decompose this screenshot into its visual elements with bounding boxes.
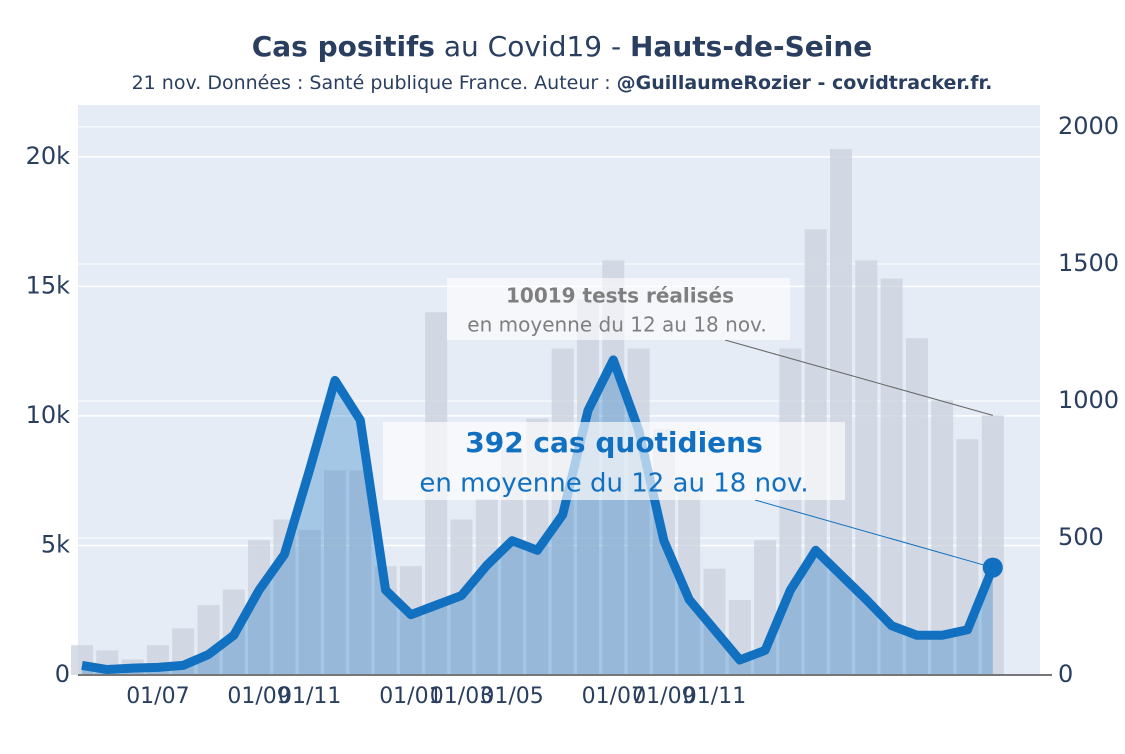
title-part: Cas positifs [252,30,435,63]
annotation-title: 392 cas quotidiens [465,426,763,459]
test-bar [703,568,726,675]
x-tick-label: 01/09 [227,684,290,709]
y-tick-label: 0 [55,660,70,688]
chart-subtitle: 21 nov. Données : Santé publique France.… [132,72,993,94]
test-bar [905,338,928,675]
test-bar [399,566,422,675]
chart-title: Cas positifs au Covid19 - Hauts-de-Seine [252,30,873,63]
test-bar [324,470,346,675]
test-bar [349,470,372,675]
x-tick-label: 01/07 [582,684,645,709]
annotation-arrow [724,339,993,416]
title-part: au Covid19 - [435,30,630,63]
y2-tick-label: 2000 [1058,112,1119,140]
test-bar [855,260,878,675]
cases-area [82,359,993,675]
test-bar [880,278,903,675]
annotation-box [447,278,790,340]
test-bar [475,498,498,675]
y2-tick-label: 0 [1058,660,1073,688]
test-bar [830,149,852,675]
subtitle-part: 21 nov. Données : Santé publique France.… [132,72,617,94]
test-bar [678,480,701,675]
subtitle-part: @GuillaumeRozier - covidtracker.fr. [617,72,993,94]
annotation-text: en moyenne du 12 au 18 nov. [419,469,808,499]
annotation-title: 10019 tests réalisés [506,284,734,308]
annotation-box [383,422,845,500]
y2-tick-label: 1000 [1058,386,1119,414]
x-tick-label: 01/05 [480,684,543,709]
x-tick-label: 01/11 [683,684,746,709]
y-tick-label: 15k [26,271,71,299]
x-tick-label: 01/01 [379,684,442,709]
title-part: Hauts-de-Seine [630,30,872,63]
annotation-arrow [754,499,993,569]
x-tick-label: 01/07 [126,684,189,709]
cases-line [81,355,997,675]
y2-tick-label: 500 [1058,523,1104,551]
x-tick-label: 01/11 [278,684,341,709]
y2-tick-label: 1500 [1058,249,1119,277]
test-bar [981,415,1004,675]
test-bar [298,529,321,675]
test-bar [248,540,271,675]
x-tick-label: 01/03 [430,684,493,709]
y-tick-label: 20k [26,142,71,170]
test-bar [931,400,954,675]
test-bar [501,449,524,675]
y-tick-label: 5k [41,530,70,558]
annotation-text: en moyenne du 12 au 18 nov. [467,313,766,337]
y-tick-label: 10k [26,401,71,429]
x-tick-label: 01/09 [632,684,695,709]
